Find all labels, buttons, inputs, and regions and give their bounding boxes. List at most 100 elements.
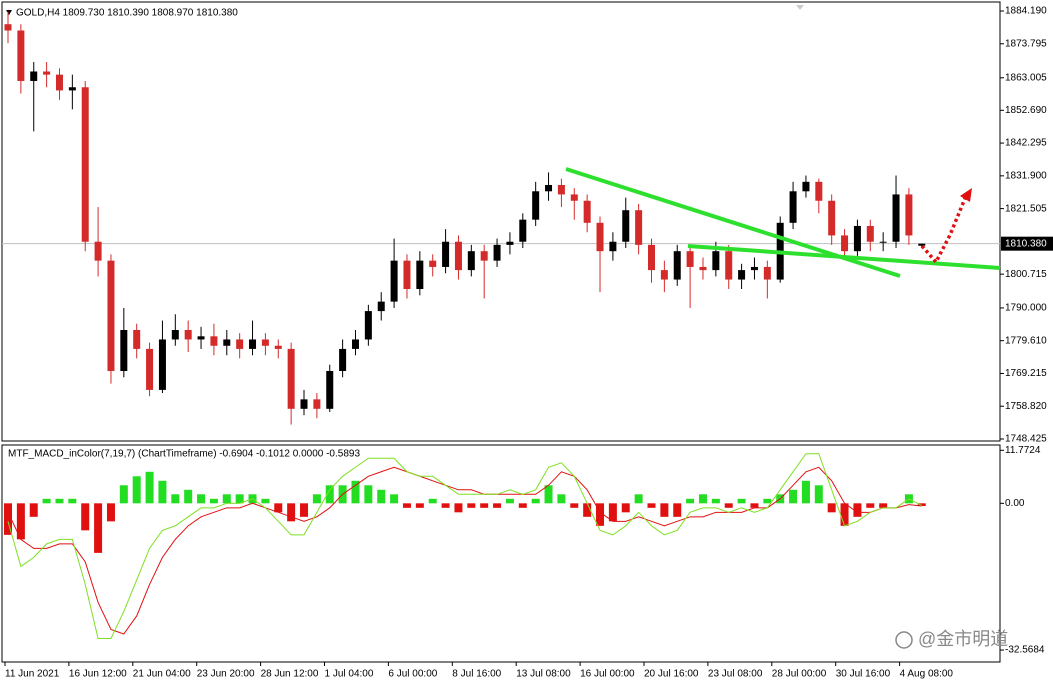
histogram-bar xyxy=(261,498,270,504)
histogram-bar xyxy=(390,494,399,504)
x-tick-label: 23 Jul 08:00 xyxy=(708,669,763,680)
candle-body xyxy=(609,241,617,252)
macd-line xyxy=(7,466,922,635)
histogram-bar xyxy=(814,485,823,504)
histogram-bar xyxy=(235,494,244,504)
histogram-bar xyxy=(184,489,193,504)
forecast-arrow xyxy=(920,195,968,266)
y-tick-label: 0.00 xyxy=(1005,498,1025,509)
histogram-bar xyxy=(724,503,733,508)
histogram-bar xyxy=(94,503,103,553)
histogram-bar xyxy=(827,503,836,513)
candle-body xyxy=(107,260,115,371)
y-tick-label: 1821.505 xyxy=(1005,203,1047,214)
histogram-bar xyxy=(364,485,373,504)
histogram-bar xyxy=(158,480,167,504)
candle-body xyxy=(828,200,836,236)
histogram-bar xyxy=(145,471,154,504)
macd-panel xyxy=(1,444,1001,663)
y-tick-label: 1779.610 xyxy=(1005,335,1047,346)
histogram-bar xyxy=(68,498,77,504)
candle-body xyxy=(763,266,771,280)
candle-body xyxy=(146,348,154,390)
candle-body xyxy=(905,194,913,236)
histogram-bar xyxy=(81,503,90,531)
histogram-bar xyxy=(467,503,476,508)
trend-line xyxy=(687,244,1001,270)
watermark: @金市明道 xyxy=(895,629,1008,649)
x-tick-label: 28 Jun 12:00 xyxy=(261,669,319,680)
y-tick-label: 1884.190 xyxy=(1005,6,1047,17)
histogram-bar xyxy=(518,503,527,508)
histogram-bar xyxy=(377,489,386,504)
candle-body xyxy=(197,336,205,340)
histogram-bar xyxy=(312,494,321,504)
histogram-bar xyxy=(660,503,669,517)
histogram-bar xyxy=(737,498,746,504)
candle-body xyxy=(480,251,488,261)
y-tick-label: 1800.715 xyxy=(1005,269,1047,280)
plot-layer: 1884.190 1873.795 1863.005 1852.690 1842.295… xyxy=(2,6,1053,680)
histogram-bar xyxy=(428,498,437,504)
x-tick-label: 30 Jul 16:00 xyxy=(836,669,891,680)
histogram-bar xyxy=(853,503,862,517)
candle-body xyxy=(506,241,514,245)
y-tick-label: 1863.005 xyxy=(1005,72,1047,83)
candle-body xyxy=(390,260,398,302)
y-tick-label: 1748.425 xyxy=(1005,434,1047,445)
candle-body xyxy=(249,339,257,349)
candle-body xyxy=(55,74,63,91)
histogram-bar xyxy=(119,485,128,504)
candle-body xyxy=(261,339,269,346)
candle-body xyxy=(892,194,900,242)
histogram-bar xyxy=(673,503,682,517)
shift-marker xyxy=(796,5,804,10)
candle-body xyxy=(30,71,38,81)
x-tick-label: 23 Jun 20:00 xyxy=(197,669,255,680)
histogram-bar xyxy=(698,494,707,504)
x-tick-label: 11 Jun 2021 xyxy=(5,669,60,680)
x-tick-label: 16 Jul 00:00 xyxy=(580,669,635,680)
histogram-bar xyxy=(222,494,231,504)
histogram-bar xyxy=(557,494,566,504)
y-tick-label: 1842.295 xyxy=(1005,138,1047,149)
histogram-bar xyxy=(4,503,12,535)
histogram-bar xyxy=(454,503,463,513)
candle-body xyxy=(17,30,25,81)
histogram-bar xyxy=(493,503,502,508)
candle-body xyxy=(841,235,849,252)
candle-body xyxy=(184,330,192,340)
candle-body xyxy=(133,330,141,349)
candle-body xyxy=(210,336,218,346)
candle-body xyxy=(442,241,450,267)
x-tick-label: 28 Jul 00:00 xyxy=(772,669,827,680)
candle-body xyxy=(545,184,553,192)
y-tick-label: 1758.820 xyxy=(1005,401,1047,412)
candle-body xyxy=(300,399,308,409)
candle-body xyxy=(815,181,823,201)
candle-body xyxy=(274,345,282,349)
current-price-box xyxy=(1001,236,1053,251)
histogram-bar xyxy=(608,503,617,522)
y-tick-label: 1769.215 xyxy=(1005,368,1047,379)
candle-body xyxy=(853,225,861,252)
candle-body xyxy=(4,24,12,31)
candle-body xyxy=(313,399,321,409)
candle-body xyxy=(648,244,655,271)
candle-body xyxy=(725,251,733,280)
candle-body xyxy=(120,330,128,371)
histogram-bar xyxy=(583,503,592,517)
candle-body xyxy=(635,210,643,245)
histogram-bar xyxy=(531,498,540,504)
candle-body xyxy=(918,243,926,246)
candle-body xyxy=(557,184,565,195)
candle-body xyxy=(158,339,166,390)
macd-line xyxy=(7,453,923,639)
x-tick-label: 6 Jul 00:00 xyxy=(388,669,437,680)
candle-body xyxy=(802,181,810,192)
candle-body xyxy=(377,301,385,312)
candle-body xyxy=(171,330,179,340)
candle-body xyxy=(570,194,578,201)
histogram-bar xyxy=(801,480,810,504)
x-tick-label: 8 Jul 16:00 xyxy=(452,669,501,680)
